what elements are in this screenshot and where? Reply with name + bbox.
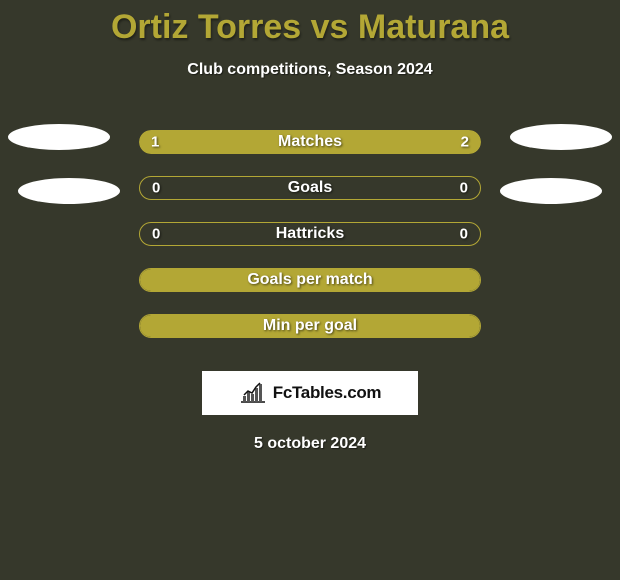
stat-row: Hattricks0 0 xyxy=(0,211,620,257)
stat-row: Matches12 xyxy=(0,119,620,165)
stat-bar-value-left: 0 xyxy=(152,226,160,243)
stat-bar-label: Goals xyxy=(140,179,480,197)
page-subtitle: Club competitions, Season 2024 xyxy=(0,61,620,79)
stat-row: Goals per match xyxy=(0,257,620,303)
stat-bar-track: Hattricks0 0 xyxy=(139,222,481,246)
stat-bar-track: Matches12 xyxy=(139,130,481,154)
root: Ortiz Torres vs Maturana Club competitio… xyxy=(0,0,620,580)
stat-bar-fill-right xyxy=(252,130,481,154)
bar-chart-icon xyxy=(239,382,267,404)
stat-bar-track: Goals per match xyxy=(139,268,481,292)
stat-bar-fill-left xyxy=(139,130,252,154)
stat-bar-track: Min per goal xyxy=(139,314,481,338)
stat-row: Min per goal xyxy=(0,303,620,349)
stat-bar-fill xyxy=(140,315,480,337)
attribution-text: FcTables.com xyxy=(273,383,382,403)
stat-bar-track: Goals0 0 xyxy=(139,176,481,200)
date-text: 5 october 2024 xyxy=(0,435,620,453)
attribution-card: FcTables.com xyxy=(202,371,418,415)
stat-bar-value-right: 0 xyxy=(460,226,468,243)
stat-rows: Matches12Goals00Hattricks00Goals per mat… xyxy=(0,119,620,349)
stat-bar-fill xyxy=(140,269,480,291)
page-title: Ortiz Torres vs Maturana xyxy=(0,0,620,47)
stat-bar-label: Hattricks xyxy=(140,225,480,243)
stat-bar-value-left: 0 xyxy=(152,180,160,197)
stat-row: Goals0 0 xyxy=(0,165,620,211)
stat-bar-value-right: 0 xyxy=(460,180,468,197)
